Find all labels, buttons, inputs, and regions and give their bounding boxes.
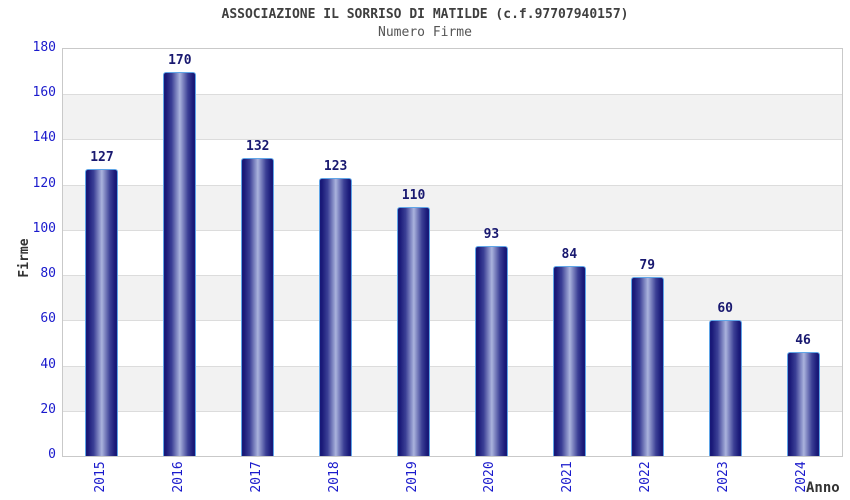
bar-2017 — [241, 157, 275, 456]
y-tick-label: 60 — [40, 311, 56, 327]
value-label: 123 — [323, 158, 348, 174]
bar-2022 — [630, 277, 664, 456]
x-tick-label-2022: 2022 — [638, 461, 654, 493]
bar-2023 — [708, 320, 742, 456]
y-tick-label: 160 — [32, 85, 56, 101]
x-tick-label-2017: 2017 — [248, 461, 264, 493]
gridline — [63, 229, 842, 231]
y-tick-label: 0 — [48, 447, 56, 462]
value-label: 46 — [795, 333, 811, 348]
value-label: 170 — [168, 52, 192, 68]
value-label: 79 — [639, 258, 656, 274]
value-label: 84 — [561, 247, 578, 263]
gridline — [63, 320, 842, 322]
y-tick-label: 100 — [32, 220, 56, 236]
y-tick-label: 140 — [32, 130, 56, 146]
y-tick-label: 80 — [40, 266, 56, 282]
gridline — [63, 94, 842, 96]
value-label: 60 — [717, 301, 733, 317]
x-tick-label-2019: 2019 — [404, 461, 420, 493]
plot-area: 127 170 132 123 110 93 84 79 60 46 — [62, 48, 843, 457]
x-tick-label-2016: 2016 — [170, 461, 186, 493]
bar-2016 — [163, 71, 197, 456]
bar-2019 — [397, 207, 431, 456]
value-label: 93 — [483, 226, 500, 242]
x-tick-label-2015: 2015 — [92, 461, 108, 493]
chart-subtitle: Numero Firme — [378, 25, 472, 40]
x-tick-label-2024: 2024 — [794, 461, 810, 493]
gridline — [63, 410, 842, 412]
bar-2018 — [319, 177, 353, 456]
value-label: 110 — [401, 188, 426, 204]
y-tick-label: 40 — [40, 356, 56, 372]
value-label: 127 — [90, 149, 114, 165]
bar-2015 — [85, 168, 119, 456]
y-tick-label: 180 — [32, 40, 56, 55]
x-tick-label-2023: 2023 — [716, 461, 732, 493]
x-tick-label-2020: 2020 — [482, 461, 498, 493]
x-tick-label-2021: 2021 — [560, 461, 576, 493]
bar-2020 — [474, 245, 508, 456]
x-tick-label-2018: 2018 — [326, 461, 342, 493]
gridline — [63, 184, 842, 186]
y-tick-label: 120 — [32, 175, 56, 191]
gridline — [63, 275, 842, 277]
y-tick-label: 20 — [40, 401, 56, 417]
bar-2021 — [552, 266, 586, 456]
x-axis-title: Anno — [806, 480, 840, 496]
bar-2024 — [786, 352, 820, 456]
chart-title: ASSOCIAZIONE IL SORRISO DI MATILDE (c.f.… — [221, 7, 629, 22]
gridline — [63, 365, 842, 367]
gridline — [63, 139, 842, 141]
value-label: 132 — [246, 138, 270, 154]
